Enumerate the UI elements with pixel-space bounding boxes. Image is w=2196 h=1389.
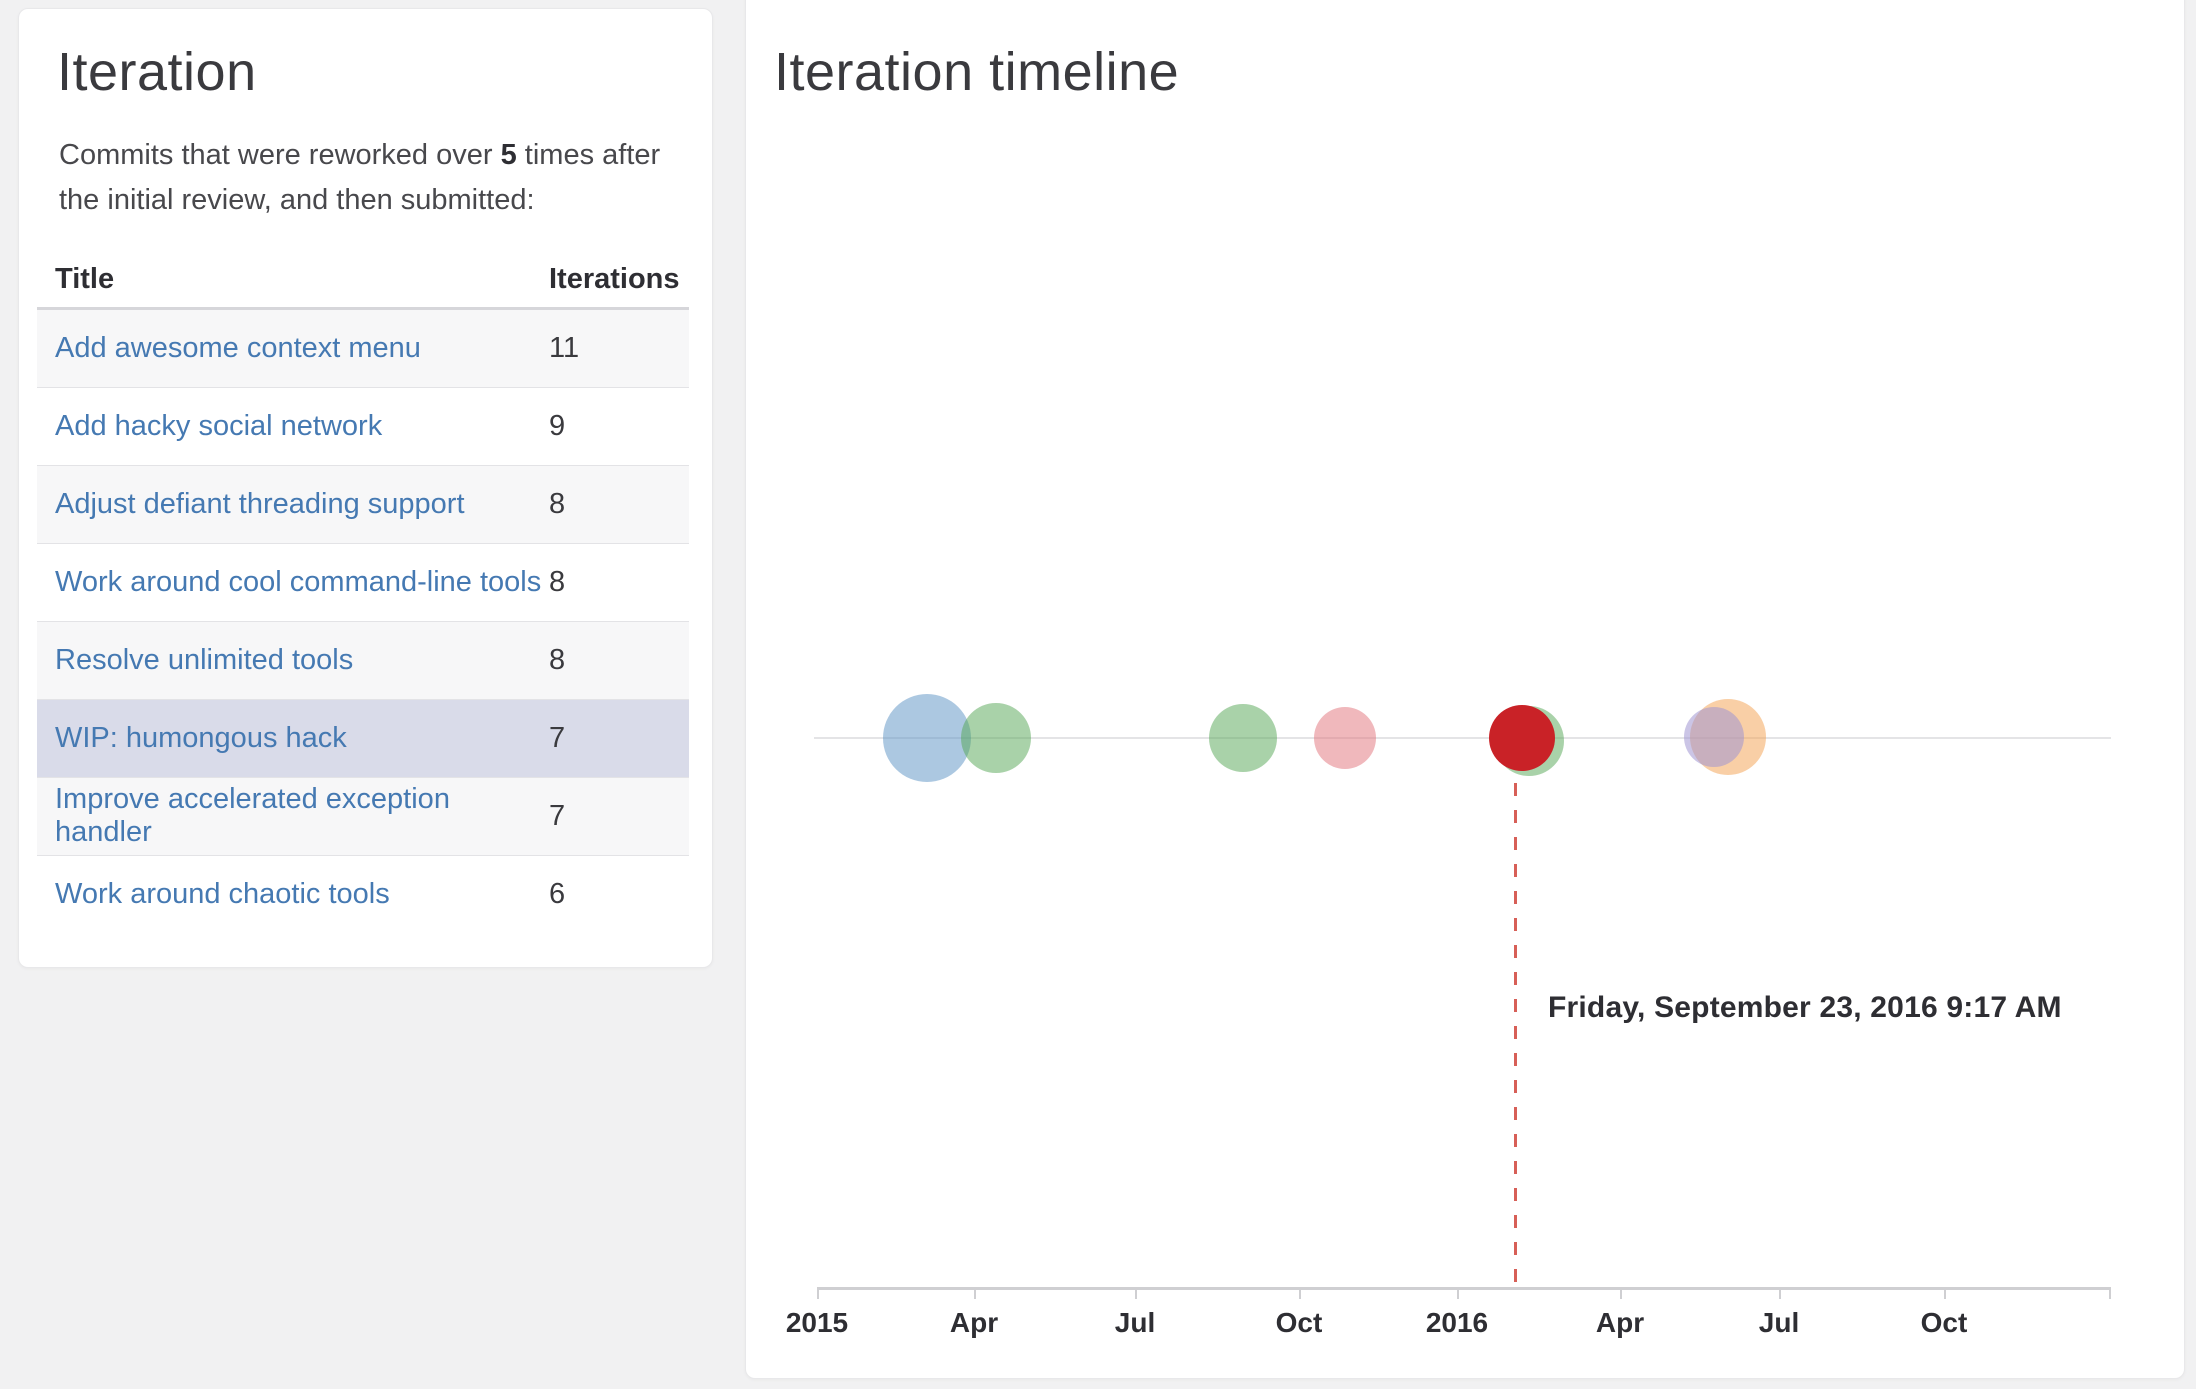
column-header-iterations: Iterations [549, 263, 680, 296]
x-axis-tick [1457, 1287, 1459, 1299]
timeline-chart: Friday, September 23, 2016 9:17 AM 2015 A… [746, 1, 2184, 1389]
commit-title-link[interactable]: Improve accelerated exception handler [55, 783, 450, 849]
iterations-count: 8 [549, 643, 566, 676]
iterations-count: 9 [549, 409, 566, 442]
commit-title-link[interactable]: WIP: humongous hack [55, 721, 347, 754]
selected-date-marker-line [1514, 783, 1517, 1288]
purple-bubble[interactable] [1684, 707, 1744, 767]
table-row[interactable]: Resolve unlimited tools 8 [37, 620, 689, 699]
x-axis-tick-label: 2015 [785, 1307, 849, 1338]
commit-title-link[interactable]: Adjust defiant threading support [55, 487, 465, 520]
selected-date-label: Friday, September 23, 2016 9:17 AM [1548, 991, 2062, 1024]
blue-bubble[interactable] [883, 694, 971, 782]
commit-title-link[interactable]: Work around chaotic tools [55, 877, 390, 910]
timeline-baseline [814, 737, 2111, 739]
table-header-row: Title Iterations [37, 253, 689, 310]
x-axis-tick [817, 1287, 819, 1299]
x-axis-tick [1944, 1287, 1946, 1299]
x-axis-tick-label: Apr [949, 1307, 999, 1338]
pink-bubble[interactable] [1314, 707, 1376, 769]
x-axis-tick-label: Jul [1114, 1307, 1156, 1338]
table-row[interactable]: Work around chaotic tools 6 [37, 854, 689, 933]
x-axis-tick [974, 1287, 976, 1299]
x-axis-tick [1299, 1287, 1301, 1299]
column-header-title: Title [55, 263, 115, 296]
red-selected-bubble[interactable] [1489, 705, 1555, 771]
x-axis-tick [1779, 1287, 1781, 1299]
description-threshold: 5 [500, 139, 517, 171]
x-axis-tick-label: 2016 [1425, 1307, 1489, 1338]
timeline-panel-title: Iteration timeline [774, 42, 1180, 102]
table-row[interactable]: Add awesome context menu 11 [37, 309, 689, 387]
iteration-panel: Iteration Commits that were reworked ove… [18, 8, 713, 968]
green-bubble-2[interactable] [1209, 704, 1277, 772]
iterations-count: 8 [549, 487, 566, 520]
x-axis-tick-label: Jul [1758, 1307, 1800, 1338]
x-axis-tick [1620, 1287, 1622, 1299]
table-body: Add awesome context menu 11 Add hacky soci… [37, 309, 689, 933]
iteration-description: Commits that were reworked over 5 times … [59, 133, 676, 223]
table-row[interactable]: Adjust defiant threading support 8 [37, 464, 689, 543]
iterations-count: 8 [549, 565, 566, 598]
iterations-count: 7 [549, 721, 566, 754]
iterations-count: 11 [549, 331, 580, 364]
iterations-table: Title Iterations Add awesome context men… [37, 253, 689, 933]
description-prefix: Commits that were reworked over [59, 139, 501, 171]
x-axis-tick-label: Oct [1275, 1307, 1323, 1338]
commit-title-link[interactable]: Resolve unlimited tools [55, 643, 354, 676]
table-row[interactable]: Work around cool command-line tools 8 [37, 542, 689, 621]
commit-title-link[interactable]: Add hacky social network [55, 409, 383, 442]
iteration-panel-title: Iteration [57, 42, 257, 102]
description-suffix: times after the initial review, and then… [59, 139, 661, 216]
green-bubble-1[interactable] [961, 703, 1031, 773]
commit-title-link[interactable]: Work around cool command-line tools [55, 565, 542, 598]
commit-title-link[interactable]: Add awesome context menu [55, 331, 421, 364]
x-axis-tick [2109, 1287, 2111, 1299]
x-axis-line [817, 1287, 2109, 1290]
timeline-panel: Iteration timeline Friday, September 23,… [745, 0, 2185, 1379]
table-row[interactable]: Improve accelerated exception handler 7 [37, 776, 689, 855]
x-axis-tick-label: Oct [1920, 1307, 1968, 1338]
table-row[interactable]: WIP: humongous hack 7 [37, 698, 689, 777]
iterations-count: 7 [549, 799, 566, 832]
x-axis-tick-label: Apr [1595, 1307, 1645, 1338]
iterations-count: 6 [549, 877, 566, 910]
x-axis-tick [1135, 1287, 1137, 1299]
table-row[interactable]: Add hacky social network 9 [37, 386, 689, 465]
